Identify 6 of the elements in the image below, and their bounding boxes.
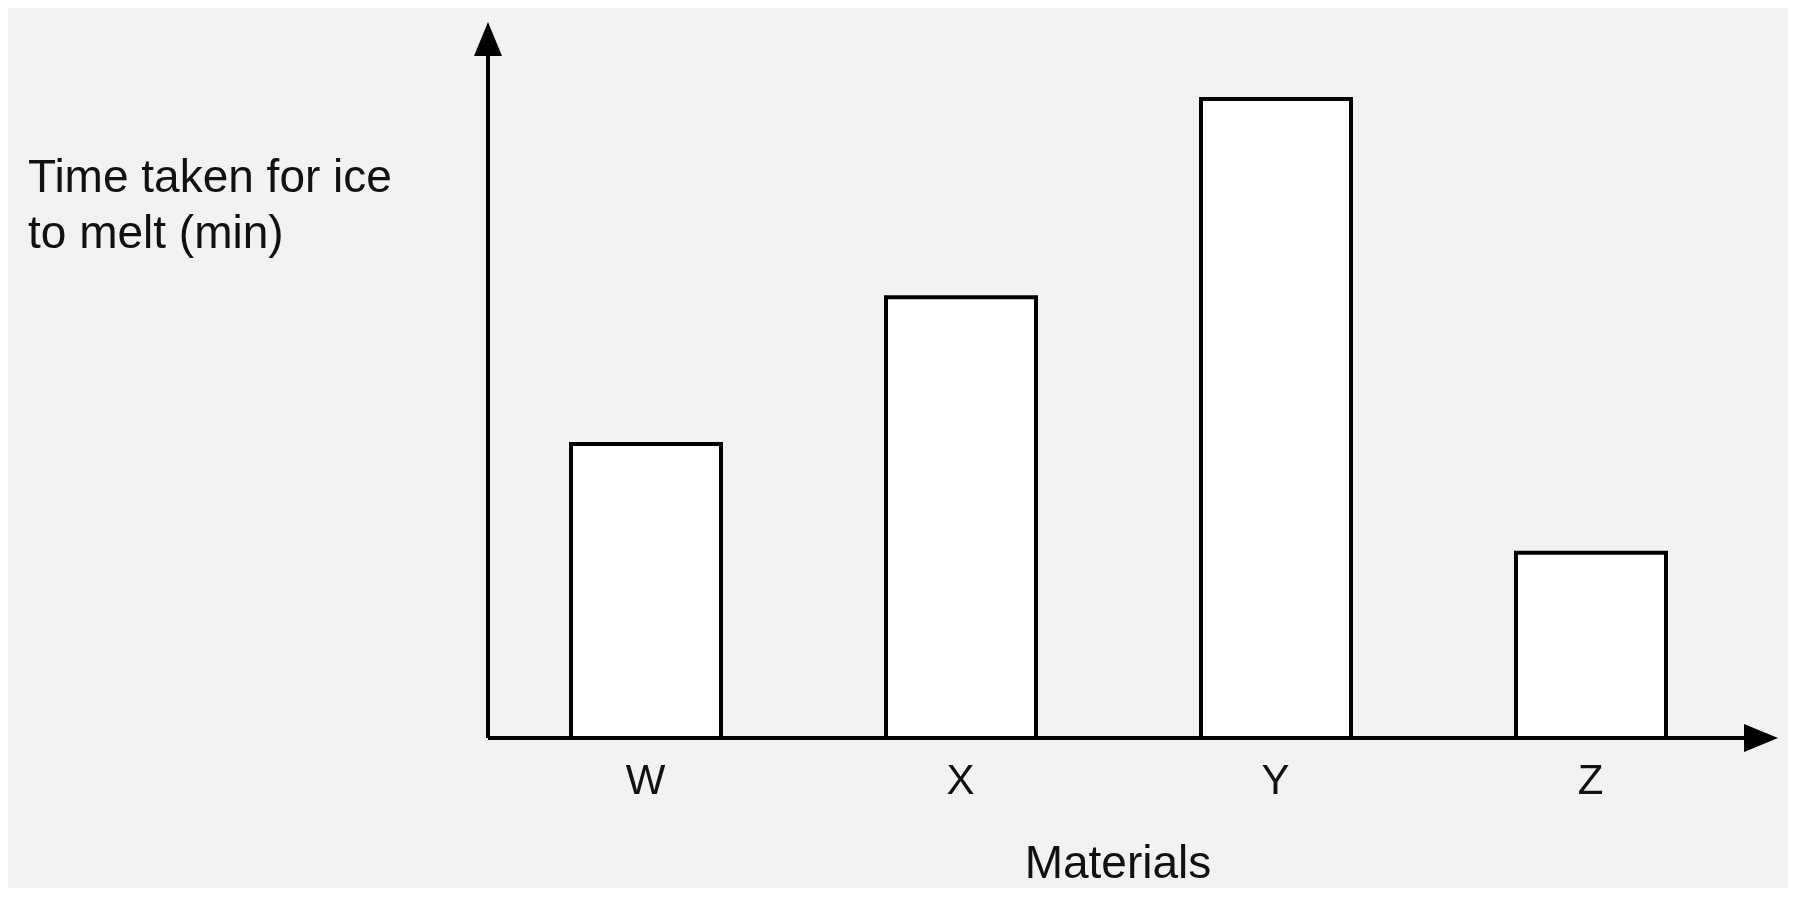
y-axis-title: Time taken for ice to melt (min): [28, 149, 393, 260]
x-tick-label: W: [625, 755, 666, 803]
x-tick-label: X: [946, 755, 975, 803]
x-tick-label: Y: [1261, 755, 1290, 803]
x-axis-title: Materials: [1024, 836, 1212, 888]
x-tick-label: Z: [1577, 755, 1604, 803]
